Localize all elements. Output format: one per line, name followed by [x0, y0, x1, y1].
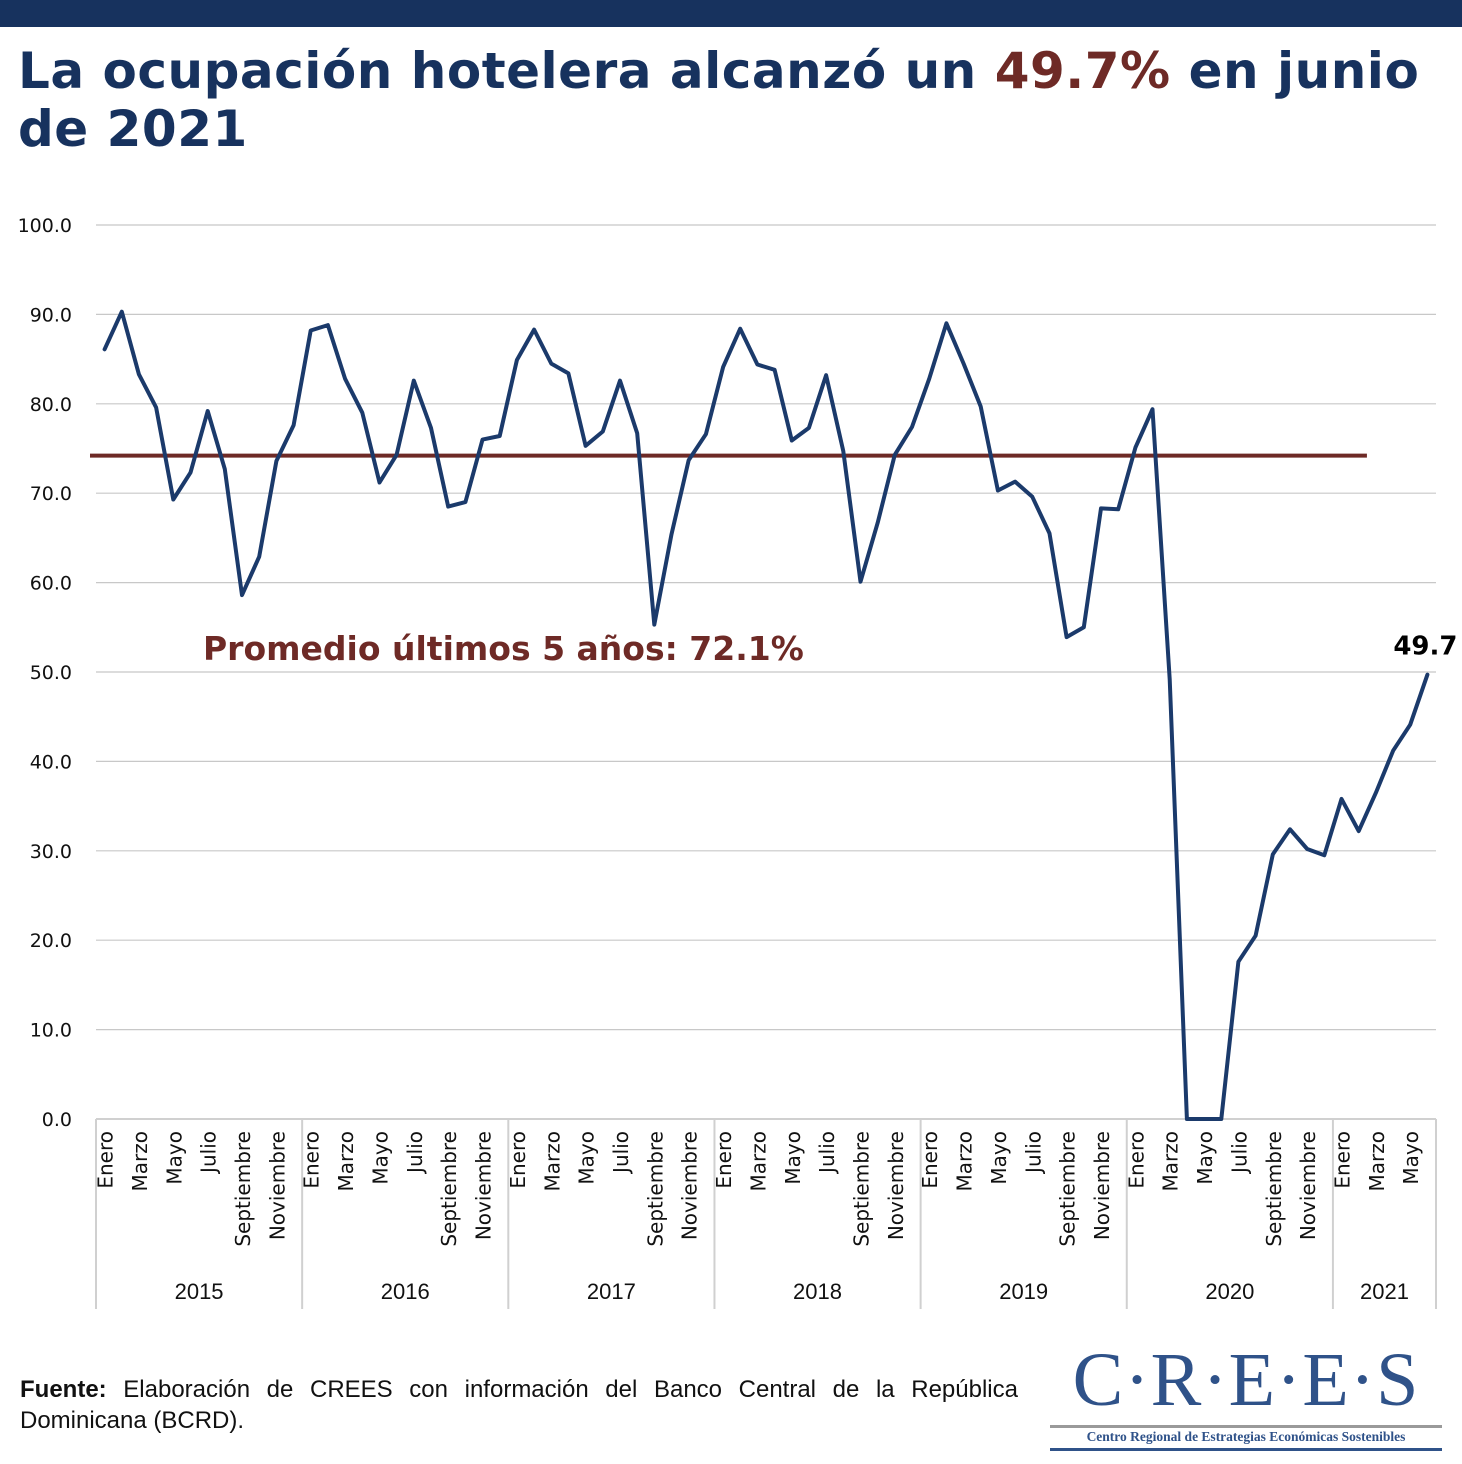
x-tick-label-month: Marzo — [1365, 1131, 1389, 1191]
x-tick-label-year: 2018 — [793, 1279, 842, 1304]
x-tick-label-month: Marzo — [746, 1131, 770, 1191]
x-tick-label-month: Enero — [1124, 1131, 1148, 1189]
crees-logo: C·R·E·E·S Centro Regional de Estrategias… — [1048, 1338, 1444, 1455]
y-tick-label: 80.0 — [30, 394, 72, 416]
x-tick-label-year: 2020 — [1205, 1279, 1254, 1304]
x-tick-label-month: Noviembre — [1296, 1131, 1320, 1240]
x-tick-label-month: Noviembre — [265, 1131, 289, 1240]
x-tick-label-month: Marzo — [128, 1131, 152, 1191]
x-tick-label-month: Enero — [94, 1131, 118, 1189]
x-tick-label-month: Enero — [506, 1131, 530, 1189]
x-tick-label-month: Julio — [403, 1131, 427, 1175]
x-tick-label-month: Mayo — [1193, 1131, 1217, 1185]
x-tick-label-month: Septiembre — [1056, 1131, 1080, 1247]
x-tick-label-month: Marzo — [953, 1131, 977, 1191]
y-tick-label: 0.0 — [42, 1109, 72, 1131]
x-tick-label-month: Noviembre — [884, 1131, 908, 1240]
y-tick-label: 90.0 — [30, 304, 72, 326]
x-tick-label-year: 2019 — [999, 1279, 1048, 1304]
y-axis-tick-labels: 0.0 10.0 20.0 30.0 40.0 50.0 60.0 70.0 80.0 90.0 1… — [18, 215, 72, 1131]
series-line-ocupacion — [102, 309, 1430, 1121]
x-tick-label-month: Septiembre — [849, 1131, 873, 1247]
x-tick-label-month: Septiembre — [231, 1131, 255, 1247]
x-tick-label-year: 2021 — [1360, 1279, 1409, 1304]
y-tick-label: 30.0 — [30, 841, 72, 863]
y-tick-label: 20.0 — [30, 930, 72, 952]
x-tick-label-month: Marzo — [540, 1131, 564, 1191]
source-text: Elaboración de CREES con información del… — [20, 1376, 1018, 1434]
logo-subtitle: Centro Regional de Estrategias Económica… — [1086, 1429, 1406, 1444]
x-tick-label-month: Marzo — [1159, 1131, 1183, 1191]
x-axis: Enero Marzo Mayo Julio Septiembre Noviembre 20… — [94, 1118, 1437, 1309]
data-points — [103, 310, 1430, 1121]
x-tick-label-month: Julio — [197, 1131, 221, 1175]
logo-divider-bottom — [1050, 1448, 1442, 1451]
x-tick-label-month: Mayo — [781, 1131, 805, 1185]
x-tick-label-month: Noviembre — [678, 1131, 702, 1240]
x-tick-label-month: Enero — [1331, 1131, 1355, 1189]
x-tick-label-month: Mayo — [987, 1131, 1011, 1185]
x-tick-label-month: Julio — [609, 1131, 633, 1175]
x-tick-label-month: Julio — [1227, 1131, 1251, 1175]
x-tick-label-month: Mayo — [368, 1131, 392, 1185]
x-tick-label-month: Septiembre — [1262, 1131, 1286, 1247]
x-tick-label-month: Julio — [1021, 1131, 1045, 1175]
x-tick-label-month: Enero — [712, 1131, 736, 1189]
y-tick-label: 100.0 — [18, 215, 72, 237]
x-tick-label-month: Enero — [300, 1131, 324, 1189]
x-tick-label-month: Mayo — [162, 1131, 186, 1185]
x-tick-label-month: Mayo — [575, 1131, 599, 1185]
logo-divider-top — [1050, 1425, 1442, 1428]
page-title: La ocupación hotelera alcanzó un 49.7% e… — [18, 42, 1448, 158]
title-text-end: en junio de 2021 — [18, 42, 1420, 158]
y-tick-label: 60.0 — [30, 573, 72, 595]
title-highlight-value: 49.7% — [994, 42, 1171, 100]
x-tick-label-month: Julio — [815, 1131, 839, 1175]
y-tick-label: 40.0 — [30, 751, 72, 773]
x-tick-label-month: Enero — [918, 1131, 942, 1189]
x-tick-label-month: Septiembre — [437, 1131, 461, 1247]
gridlines — [96, 224, 1436, 1031]
x-tick-label-month: Noviembre — [472, 1131, 496, 1240]
last-value-data-label: 49.7 — [1393, 632, 1457, 662]
x-tick-label-year: 2017 — [587, 1279, 636, 1304]
average-annotation-label: Promedio últimos 5 años: 72.1% — [203, 629, 804, 668]
logo-wordmark: C·R·E·E·S — [1072, 1338, 1420, 1422]
source-label: Fuente: — [20, 1376, 107, 1403]
y-tick-label: 50.0 — [30, 662, 72, 684]
source-note: Fuente: Elaboración de CREES con informa… — [20, 1374, 1018, 1436]
x-tick-label-month: Mayo — [1399, 1131, 1423, 1185]
x-tick-label-month: Septiembre — [643, 1131, 667, 1247]
x-tick-label-month: Marzo — [334, 1131, 358, 1191]
x-tick-label-year: 2016 — [381, 1279, 430, 1304]
x-tick-label-year: 2015 — [175, 1279, 224, 1304]
y-tick-label: 10.0 — [30, 1020, 72, 1042]
title-text-start: La ocupación hotelera alcanzó un — [18, 42, 995, 100]
top-banner — [0, 0, 1462, 27]
x-tick-label-month: Noviembre — [1090, 1131, 1114, 1240]
y-tick-label: 70.0 — [30, 483, 72, 505]
occupancy-line-chart: 0.0 10.0 20.0 30.0 40.0 50.0 60.0 70.0 80.0 90.0 1… — [18, 215, 1457, 1309]
